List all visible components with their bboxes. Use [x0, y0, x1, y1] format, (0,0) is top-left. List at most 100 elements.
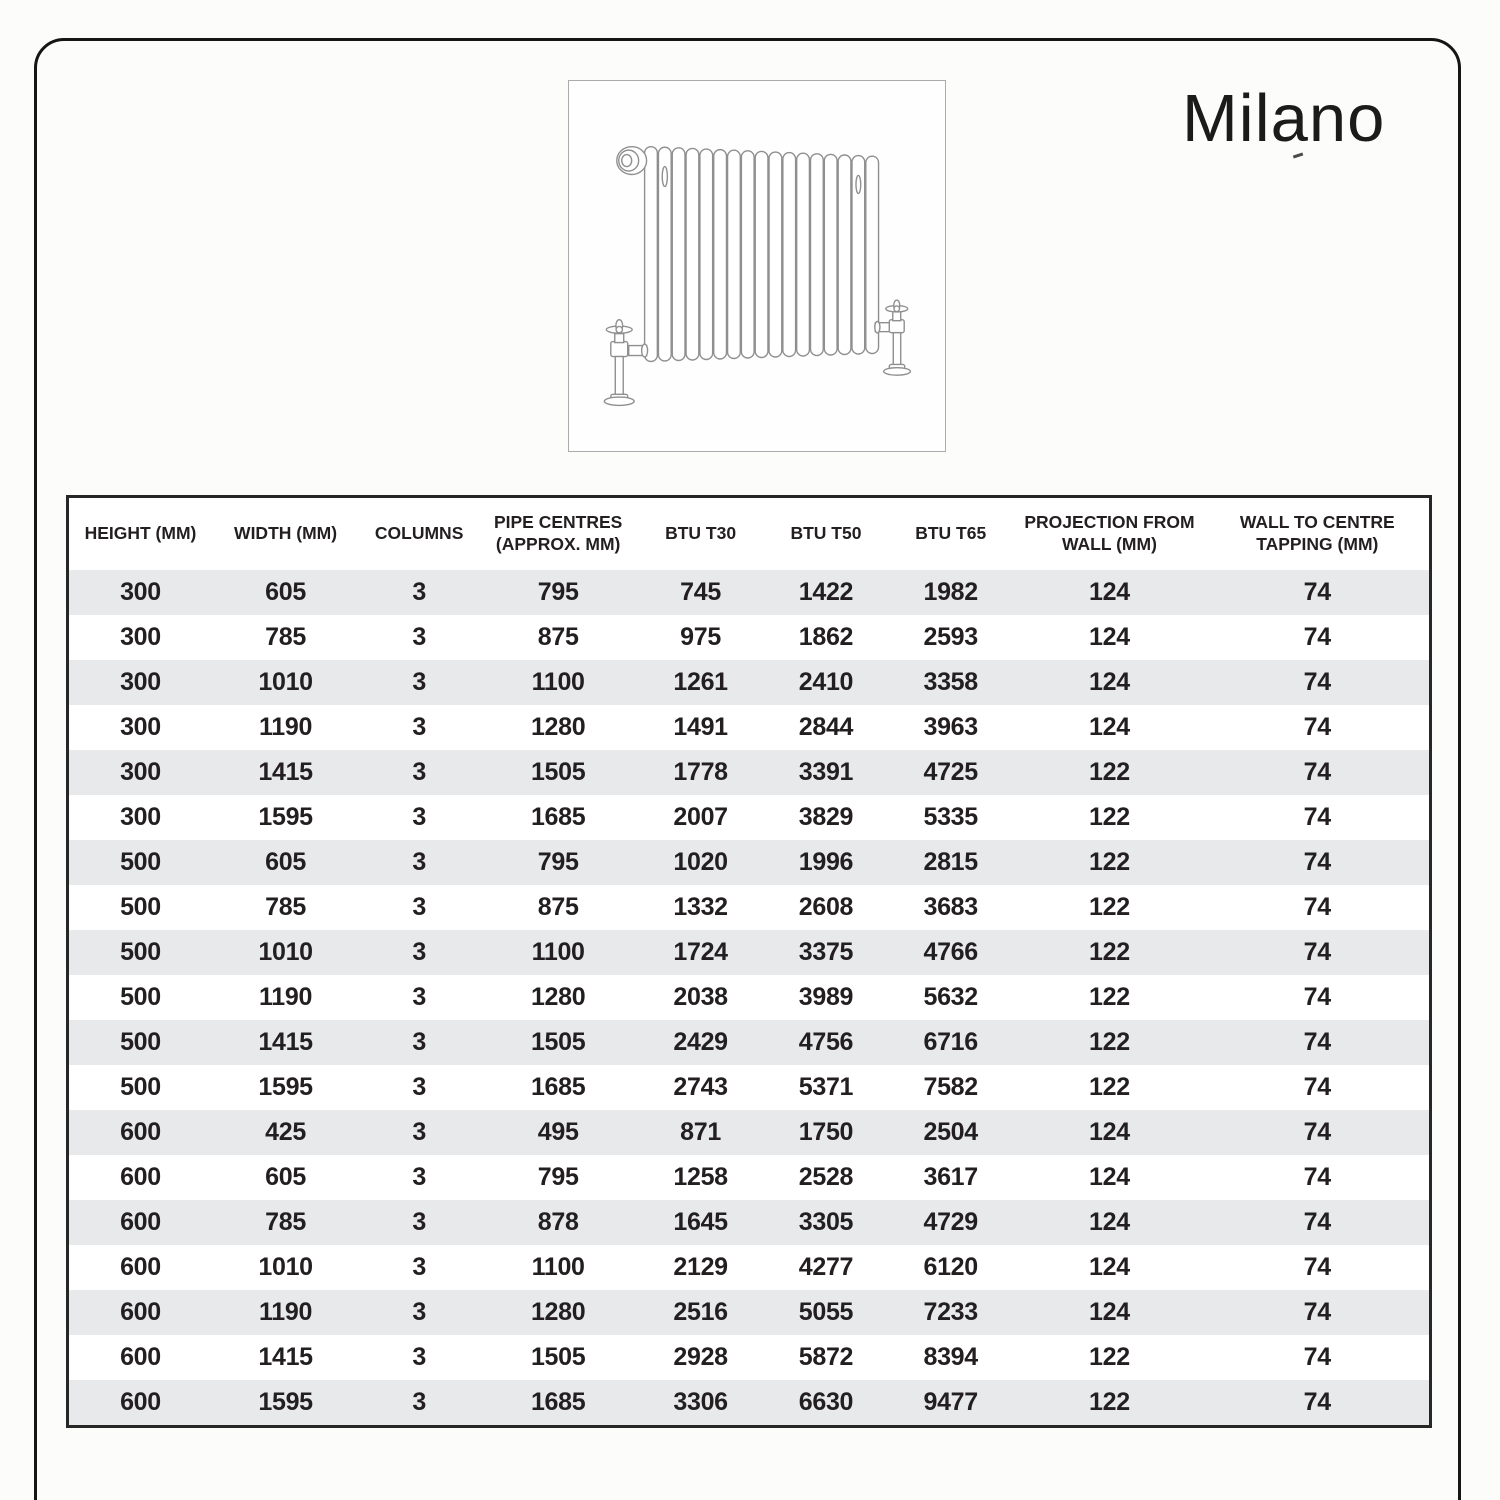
- table-cell: 122: [1089, 938, 1130, 966]
- table-cell: 5872: [798, 1343, 854, 1371]
- table-cell: 785: [265, 893, 306, 921]
- table-cell: 3: [412, 623, 426, 651]
- table-cell: 1415: [258, 1343, 313, 1371]
- table-cell: 1982: [923, 578, 978, 606]
- product-image-box: [568, 80, 946, 452]
- table-row: 500 1595 3 1685 2743 5371 7582 122 74: [67, 1065, 1431, 1110]
- table-row: 300 785 3 875 975 1862 2593 124 74: [67, 615, 1431, 660]
- table-cell: 74: [1303, 668, 1332, 696]
- table-cell: 122: [1089, 803, 1130, 831]
- table-cell: 875: [537, 893, 579, 921]
- table-cell: 795: [537, 1163, 579, 1191]
- column-header: WALL TO CENTRE TAPPING (MM): [1205, 496, 1431, 570]
- table-cell: 1750: [798, 1118, 854, 1146]
- left-valve: [603, 319, 649, 407]
- table-cell: 500: [120, 983, 161, 1011]
- table-cell: 300: [120, 713, 161, 741]
- table-cell: 1422: [798, 578, 854, 606]
- table-cell: 1100: [531, 938, 585, 966]
- table-cell: 2608: [798, 893, 854, 921]
- table-row: 600 605 3 795 1258 2528 3617 124 74: [67, 1155, 1431, 1200]
- table-cell: 2504: [923, 1118, 978, 1146]
- table-row: 300 605 3 795 745 1422 1982 124 74: [67, 570, 1431, 615]
- column-header: BTU T30: [637, 496, 764, 570]
- table-cell: 3: [412, 1163, 426, 1191]
- table-cell: 2038: [673, 983, 728, 1011]
- table-cell: 74: [1303, 1298, 1332, 1326]
- table-cell: 1415: [258, 758, 313, 786]
- table-cell: 5055: [798, 1298, 854, 1326]
- table-cell: 3: [412, 1073, 426, 1101]
- brand-logo: Milano: [1182, 81, 1386, 156]
- table-cell: 124: [1089, 578, 1130, 606]
- table-cell: 1505: [530, 758, 586, 786]
- table-cell: 300: [120, 758, 161, 786]
- table-cell: 795: [537, 848, 579, 876]
- table-cell: 74: [1303, 713, 1332, 741]
- table-row: 500 1415 3 1505 2429 4756 6716 122 74: [67, 1020, 1431, 1065]
- table-cell: 3: [412, 668, 426, 696]
- table-cell: 875: [537, 623, 579, 651]
- table-row: 600 1415 3 1505 2928 5872 8394 122 74: [67, 1335, 1431, 1380]
- table-cell: 6630: [798, 1388, 854, 1416]
- table-cell: 5632: [923, 983, 978, 1011]
- table-cell: 3375: [798, 938, 854, 966]
- table-cell: 3358: [923, 668, 978, 696]
- table-cell: 3: [412, 983, 426, 1011]
- table-cell: 1685: [530, 1073, 586, 1101]
- table-cell: 3: [412, 713, 426, 741]
- table-cell: 124: [1089, 713, 1130, 741]
- table-cell: 122: [1089, 983, 1130, 1011]
- table-cell: 795: [537, 578, 579, 606]
- table-cell: 1100: [531, 1253, 585, 1281]
- table-cell: 3: [412, 1028, 426, 1056]
- table-cell: 871: [680, 1118, 721, 1146]
- table-cell: 3: [412, 803, 426, 831]
- table-cell: 122: [1089, 1388, 1130, 1416]
- table-cell: 74: [1303, 983, 1332, 1011]
- table-cell: 1724: [673, 938, 728, 966]
- table-cell: 5371: [798, 1073, 854, 1101]
- table-cell: 300: [120, 578, 161, 606]
- table-cell: 3: [412, 848, 426, 876]
- table-row: 600 425 3 495 871 1750 2504 124 74: [67, 1110, 1431, 1155]
- table-cell: 300: [120, 803, 161, 831]
- table-cell: 785: [265, 623, 306, 651]
- table-cell: 3989: [798, 983, 854, 1011]
- radiator-illustration: [603, 145, 912, 407]
- table-cell: 122: [1089, 758, 1130, 786]
- table-cell: 3: [412, 1253, 426, 1281]
- table-cell: 122: [1089, 1343, 1130, 1371]
- table-cell: 2743: [673, 1073, 728, 1101]
- table-cell: 600: [120, 1298, 161, 1326]
- table-row: 300 1190 3 1280 1491 2844 3963 124 74: [67, 705, 1431, 750]
- table-cell: 74: [1303, 1028, 1332, 1056]
- table-cell: 500: [120, 938, 161, 966]
- table-cell: 4725: [923, 758, 978, 786]
- table-cell: 500: [120, 1073, 161, 1101]
- table-cell: 1505: [530, 1028, 586, 1056]
- table-cell: 5335: [923, 803, 978, 831]
- table-cell: 74: [1303, 803, 1332, 831]
- table-cell: 1280: [530, 713, 586, 741]
- table-row: 300 1010 3 1100 1261 2410 3358 124 74: [67, 660, 1431, 705]
- table-cell: 600: [120, 1253, 161, 1281]
- table-cell: 878: [537, 1208, 579, 1236]
- table-cell: 500: [120, 848, 161, 876]
- table-cell: 1020: [673, 848, 728, 876]
- table-cell: 1010: [258, 1253, 313, 1281]
- table-cell: 3305: [798, 1208, 854, 1236]
- spec-table-header: HEIGHT (MM) WIDTH (MM) COLUMNS PIPE CENTRES…: [67, 496, 1431, 570]
- column-header: HEIGHT (MM): [67, 496, 212, 570]
- table-cell: 1862: [798, 623, 854, 651]
- table-cell: 600: [120, 1118, 161, 1146]
- table-cell: 1415: [258, 1028, 313, 1056]
- table-row: 600 1595 3 1685 3306 6630 9477 122 74: [67, 1380, 1431, 1427]
- column-header: BTU T65: [887, 496, 1014, 570]
- table-cell: 3: [412, 1343, 426, 1371]
- table-row: 500 605 3 795 1020 1996 2815 122 74: [67, 840, 1431, 885]
- column-header: WIDTH (MM): [211, 496, 360, 570]
- table-cell: 745: [680, 578, 721, 606]
- table-cell: 605: [265, 578, 306, 606]
- table-row: 600 1190 3 1280 2516 5055 7233 124 74: [67, 1290, 1431, 1335]
